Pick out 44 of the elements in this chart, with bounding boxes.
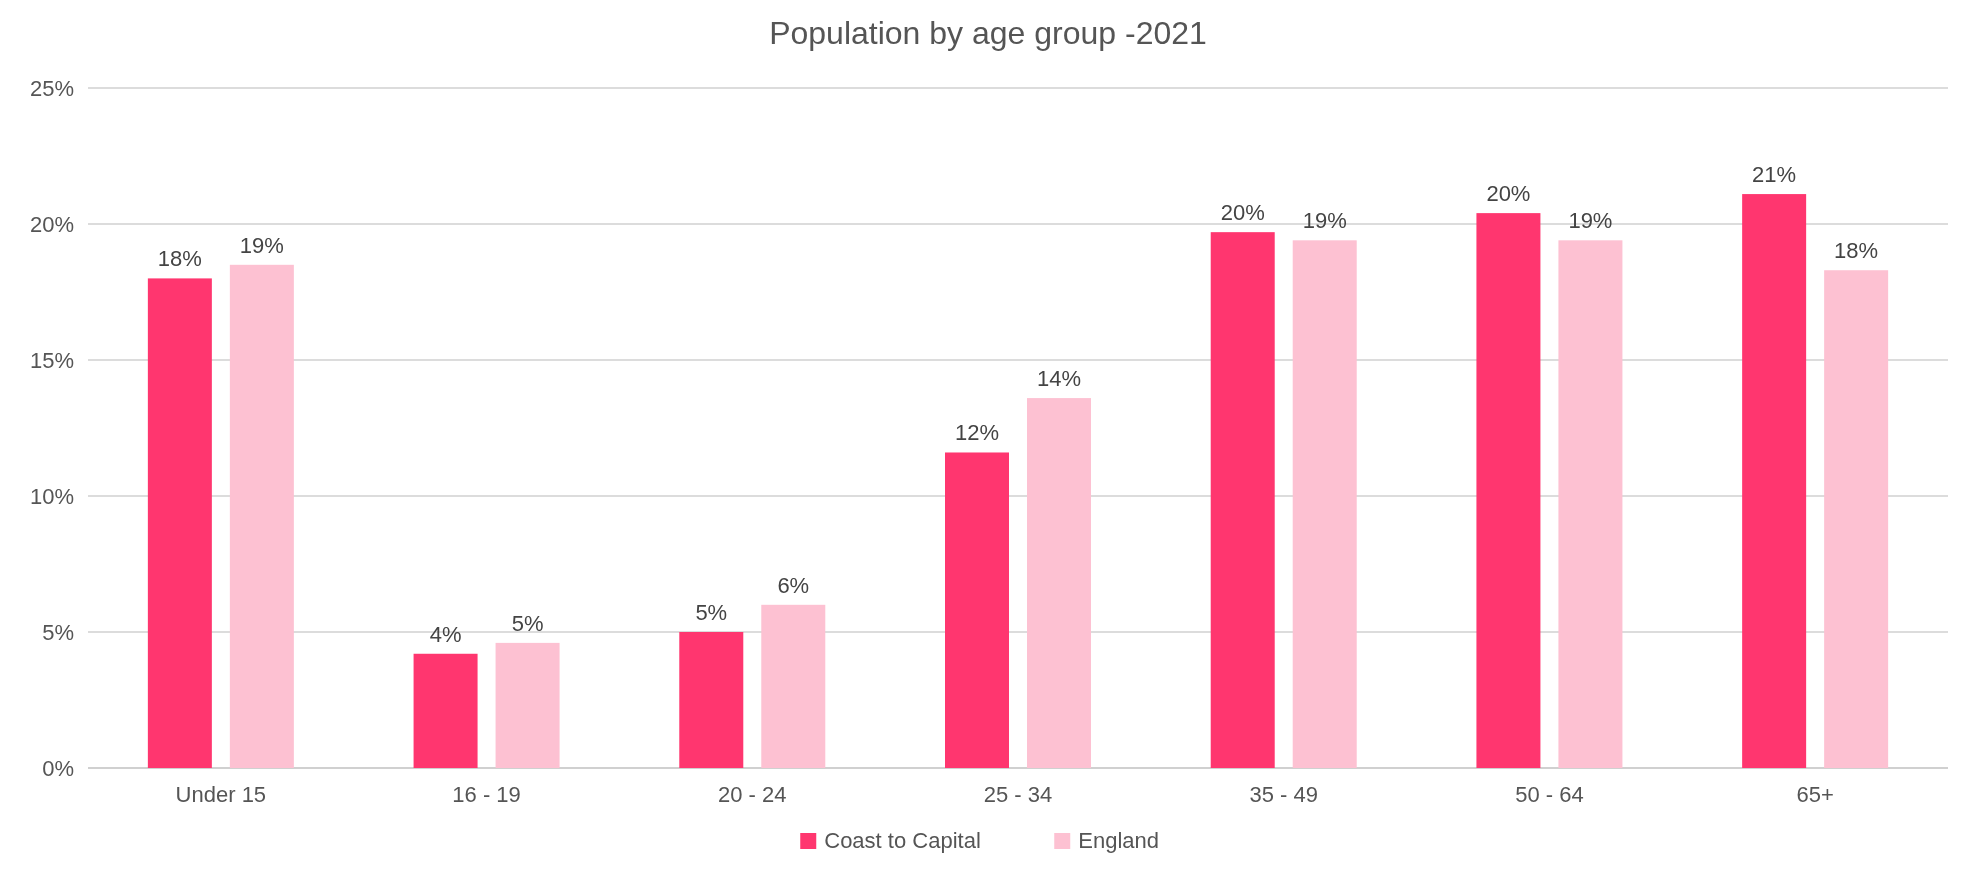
- y-tick-label: 15%: [29, 347, 74, 373]
- data-label: 4%: [429, 621, 462, 647]
- y-tick-label: 0%: [42, 755, 74, 781]
- bar: [495, 642, 560, 768]
- legend-label: Coast to Capital: [824, 828, 981, 853]
- x-tick-label: 20 - 24: [718, 782, 787, 807]
- bar: [945, 452, 1009, 768]
- bar: [1292, 240, 1357, 768]
- data-label: 6%: [777, 572, 810, 598]
- bar: [147, 278, 212, 768]
- legend-label: England: [1078, 828, 1159, 853]
- bar: [1558, 240, 1623, 768]
- bar: [679, 632, 744, 768]
- x-tick-label: 25 - 34: [983, 782, 1053, 807]
- y-tick-label: 10%: [29, 483, 74, 509]
- data-label: 21%: [1752, 162, 1797, 188]
- y-tick-label: 5%: [42, 619, 74, 645]
- x-tick-label: 50 - 64: [1515, 782, 1584, 807]
- data-label: 5%: [695, 600, 728, 625]
- data-label: 18%: [157, 246, 202, 272]
- bar: [1742, 194, 1807, 768]
- bar: [413, 653, 478, 768]
- data-label: 20%: [1220, 200, 1265, 226]
- bar: [1824, 270, 1889, 768]
- bar: [1027, 398, 1091, 768]
- y-tick-label: 20%: [29, 211, 74, 237]
- x-tick-label: 16 - 19: [452, 782, 521, 807]
- data-label: 12%: [954, 420, 1000, 446]
- x-tick-label: Under 15: [175, 782, 267, 807]
- y-tick-label: 25%: [29, 75, 74, 101]
- x-tick-label: 35 - 49: [1249, 782, 1318, 807]
- data-label: 14%: [1036, 366, 1082, 392]
- data-label: 19%: [1302, 208, 1347, 234]
- x-tick-label: 65+: [1796, 782, 1834, 807]
- bar: [229, 264, 294, 768]
- bar: [1476, 213, 1541, 768]
- data-label: 5%: [511, 610, 544, 636]
- data-label: 19%: [239, 232, 284, 258]
- data-label: 19%: [1568, 208, 1613, 234]
- chart-title: Population by age group -2021: [769, 15, 1207, 51]
- bar: [761, 604, 826, 768]
- bar: [1210, 232, 1275, 768]
- data-label: 18%: [1834, 238, 1879, 264]
- data-label: 20%: [1486, 181, 1531, 207]
